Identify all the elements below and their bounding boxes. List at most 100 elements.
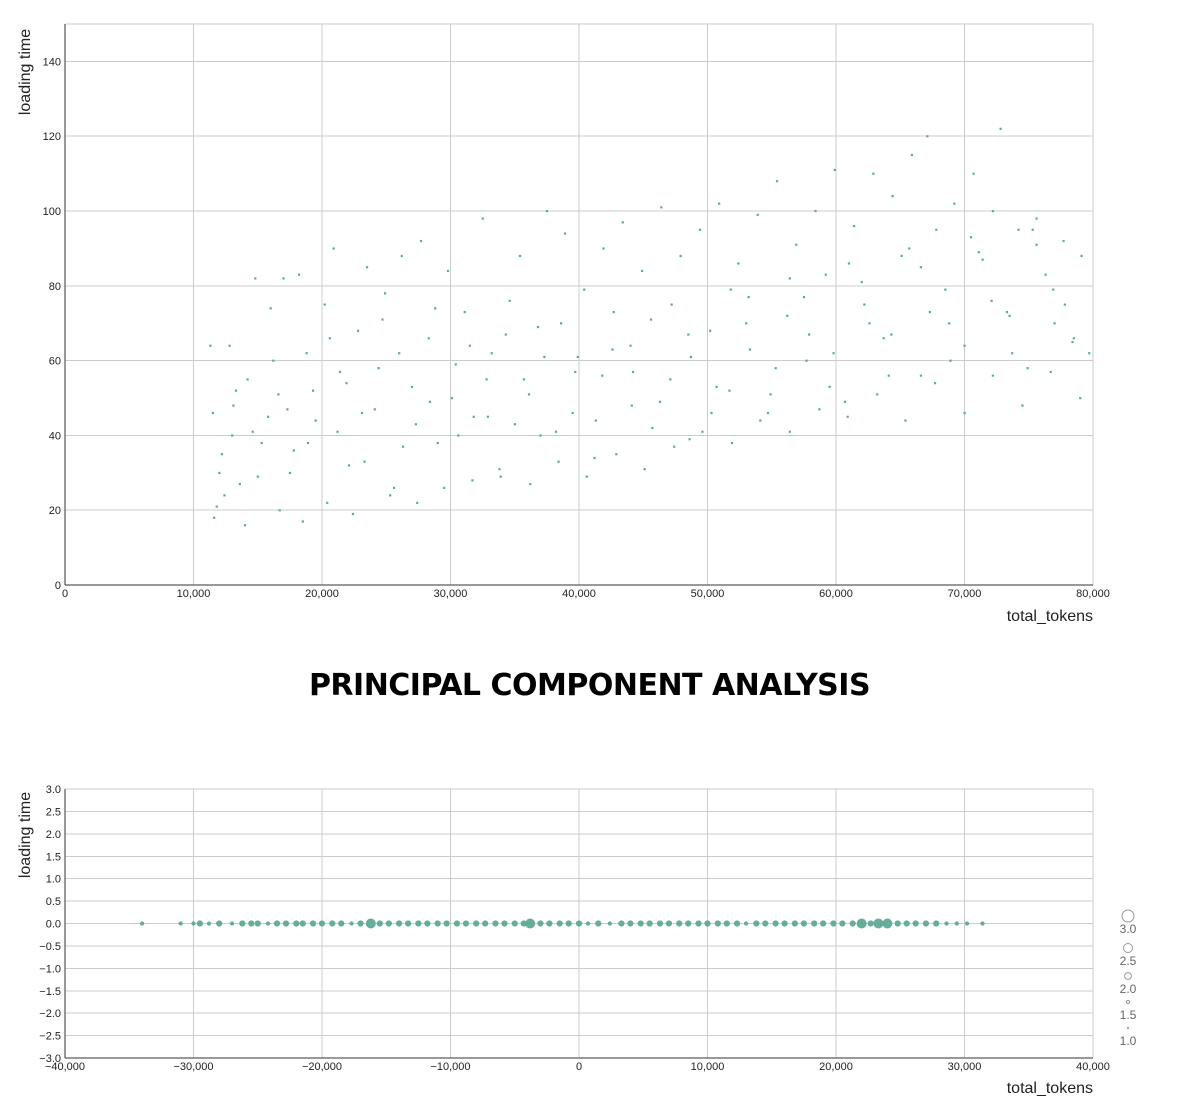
data-point xyxy=(1072,337,1075,340)
y-tick-label: −3.0 xyxy=(39,1053,61,1065)
legend-size-label: 2.5 xyxy=(1120,954,1137,968)
scatter-y-axis-label: loading time xyxy=(17,29,34,115)
data-point xyxy=(900,254,903,258)
data-point xyxy=(338,920,345,927)
data-point xyxy=(468,344,471,347)
data-point xyxy=(486,415,489,418)
data-point xyxy=(714,920,721,927)
data-point xyxy=(852,224,856,228)
data-point xyxy=(977,251,980,254)
data-point xyxy=(416,501,419,504)
data-point xyxy=(373,408,376,411)
data-point xyxy=(922,920,930,927)
data-point xyxy=(305,352,308,355)
data-point xyxy=(404,920,412,927)
data-point xyxy=(728,389,731,392)
section-title: PRINCIPAL COMPONENT ANALYSIS xyxy=(308,668,871,703)
data-point xyxy=(1080,254,1083,258)
data-point xyxy=(383,292,387,295)
data-point xyxy=(376,920,383,927)
data-point xyxy=(832,352,835,355)
data-point xyxy=(401,445,405,448)
data-point xyxy=(856,918,867,929)
data-point xyxy=(234,389,238,392)
data-point xyxy=(808,333,811,336)
x-tick-label: −40,000 xyxy=(45,1061,85,1073)
data-point xyxy=(231,434,234,437)
data-point xyxy=(457,434,460,437)
data-point xyxy=(607,921,612,926)
y-tick-label: 80 xyxy=(49,281,61,293)
data-point xyxy=(710,411,713,415)
data-point xyxy=(537,920,544,927)
data-point xyxy=(536,325,540,329)
x-tick-label: 80,000 xyxy=(1076,588,1110,600)
y-tick-label: −1.0 xyxy=(39,963,61,975)
data-point xyxy=(338,370,342,374)
data-point xyxy=(611,348,614,351)
data-point xyxy=(527,393,531,396)
data-point xyxy=(1035,243,1038,246)
data-point xyxy=(454,363,457,366)
data-point xyxy=(774,367,777,370)
data-point xyxy=(772,920,779,927)
data-point xyxy=(191,921,196,926)
data-point xyxy=(215,505,218,508)
data-point xyxy=(1053,322,1056,325)
data-point xyxy=(349,921,354,926)
data-point xyxy=(318,920,326,927)
data-point xyxy=(1063,303,1066,306)
data-point xyxy=(621,221,624,224)
pca-x-axis-label: total_tokens xyxy=(1007,1080,1093,1097)
data-point xyxy=(571,411,574,415)
data-point xyxy=(788,430,791,433)
data-point xyxy=(753,920,760,927)
data-point xyxy=(196,920,204,927)
data-point xyxy=(747,296,750,299)
data-point xyxy=(1026,367,1029,370)
data-point xyxy=(565,920,572,927)
data-point xyxy=(640,269,644,273)
pca-y-ticks: 3.0 2.5 2.0 1.5 1.0 0.5 0.0 −0.5 −1.0 −1.5 −2.0 −2.… xyxy=(39,784,61,1065)
data-point xyxy=(345,382,348,385)
data-point xyxy=(585,921,591,926)
data-point xyxy=(867,920,874,927)
data-point xyxy=(658,400,662,403)
data-point xyxy=(670,303,673,306)
data-point xyxy=(436,441,439,445)
data-point xyxy=(676,920,683,927)
data-point xyxy=(251,430,254,433)
data-point xyxy=(288,471,292,474)
data-point xyxy=(729,288,732,291)
data-point xyxy=(933,382,937,385)
data-point xyxy=(1031,228,1034,231)
data-point xyxy=(218,471,221,474)
data-point xyxy=(891,195,894,198)
data-point xyxy=(904,419,907,422)
scatter-points xyxy=(209,127,1091,527)
pca-x-ticks: −40,000 −30,000 −20,000 −10,000 0 10,000 20,00… xyxy=(45,1061,1110,1073)
data-point xyxy=(443,920,450,927)
data-point xyxy=(601,374,604,377)
legend-size-label: 3.0 xyxy=(1120,922,1137,936)
data-point xyxy=(695,920,702,927)
data-point xyxy=(882,337,885,340)
data-point xyxy=(392,486,396,489)
data-point xyxy=(775,180,779,183)
data-point xyxy=(643,468,646,471)
x-tick-label: 50,000 xyxy=(691,588,725,600)
x-tick-label: 20,000 xyxy=(305,588,339,600)
y-tick-label: 120 xyxy=(43,131,61,143)
y-tick-label: 0 xyxy=(55,580,61,592)
data-point xyxy=(933,920,940,927)
data-point xyxy=(254,920,261,927)
data-point xyxy=(991,210,994,213)
data-point xyxy=(656,920,664,927)
data-point xyxy=(272,359,275,362)
x-tick-label: 20,000 xyxy=(819,1061,853,1073)
data-point xyxy=(206,921,212,926)
data-point xyxy=(211,411,214,415)
data-point xyxy=(919,374,923,377)
y-tick-label: 1.0 xyxy=(46,874,61,886)
data-point xyxy=(539,434,542,437)
